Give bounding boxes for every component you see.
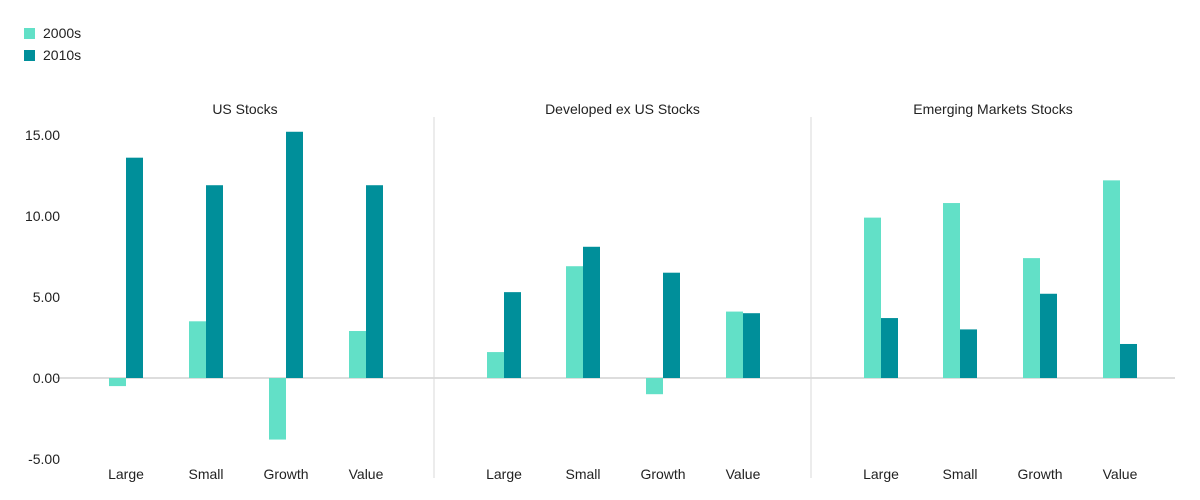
y-tick-label: 10.00 [25,208,60,224]
legend: 2000s 2010s [24,22,81,66]
x-tick-label: Large [108,466,144,482]
bar-2000s-growth [269,378,286,440]
legend-item-2000s: 2000s [24,22,81,44]
y-tick-label: 5.00 [33,289,60,305]
y-tick-label: -5.00 [28,451,60,467]
bar-2000s-small [566,266,583,378]
x-tick-label: Value [726,466,761,482]
bar-2000s-value [1103,180,1120,378]
bar-2010s-large [504,292,521,378]
legend-label-2000s: 2000s [43,25,82,41]
bar-2000s-large [864,217,881,378]
bar-2010s-value [1120,343,1137,378]
panel-title: Emerging Markets Stocks [913,101,1073,117]
legend-label-2010s: 2010s [43,47,82,63]
bar-2010s-small [583,246,600,378]
legend-swatch-2010s [24,49,35,61]
y-tick-label: 0.00 [33,370,60,386]
bar-2010s-small [206,185,223,378]
x-tick-label: Large [863,466,899,482]
bar-2010s-growth [663,272,680,378]
legend-item-2010s: 2010s [24,44,81,66]
x-tick-label: Large [486,466,522,482]
bar-2010s-large [126,157,143,378]
legend-swatch-2000s [24,27,35,39]
x-tick-label: Growth [640,466,685,482]
x-tick-label: Value [349,466,384,482]
bar-2010s-small [960,329,977,378]
bar-2000s-value [349,331,366,378]
bar-2010s-value [743,313,760,378]
x-tick-label: Value [1103,466,1138,482]
bar-2000s-small [189,321,206,378]
bar-2010s-value [366,185,383,378]
x-tick-label: Small [565,466,600,482]
bar-2000s-growth [646,378,663,395]
panel-title: US Stocks [212,101,277,117]
bar-2010s-growth [1040,293,1057,378]
x-tick-label: Growth [263,466,308,482]
bar-2000s-large [487,352,504,378]
panel-title: Developed ex US Stocks [545,101,700,117]
bar-2000s-growth [1023,258,1040,378]
bar-2000s-small [943,203,960,378]
bar-2010s-growth [286,131,303,378]
bar-2010s-large [881,318,898,378]
y-tick-label: 15.00 [25,127,60,143]
bar-2000s-large [109,378,126,387]
x-tick-label: Small [188,466,223,482]
x-tick-label: Small [942,466,977,482]
x-tick-label: Growth [1017,466,1062,482]
bar-2000s-value [726,311,743,378]
